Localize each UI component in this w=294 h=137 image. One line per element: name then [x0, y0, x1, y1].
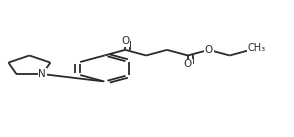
Text: O: O: [121, 36, 129, 46]
Text: N: N: [39, 69, 46, 79]
Text: O: O: [205, 45, 213, 55]
Text: O: O: [184, 59, 192, 69]
Text: CH₃: CH₃: [248, 43, 266, 53]
